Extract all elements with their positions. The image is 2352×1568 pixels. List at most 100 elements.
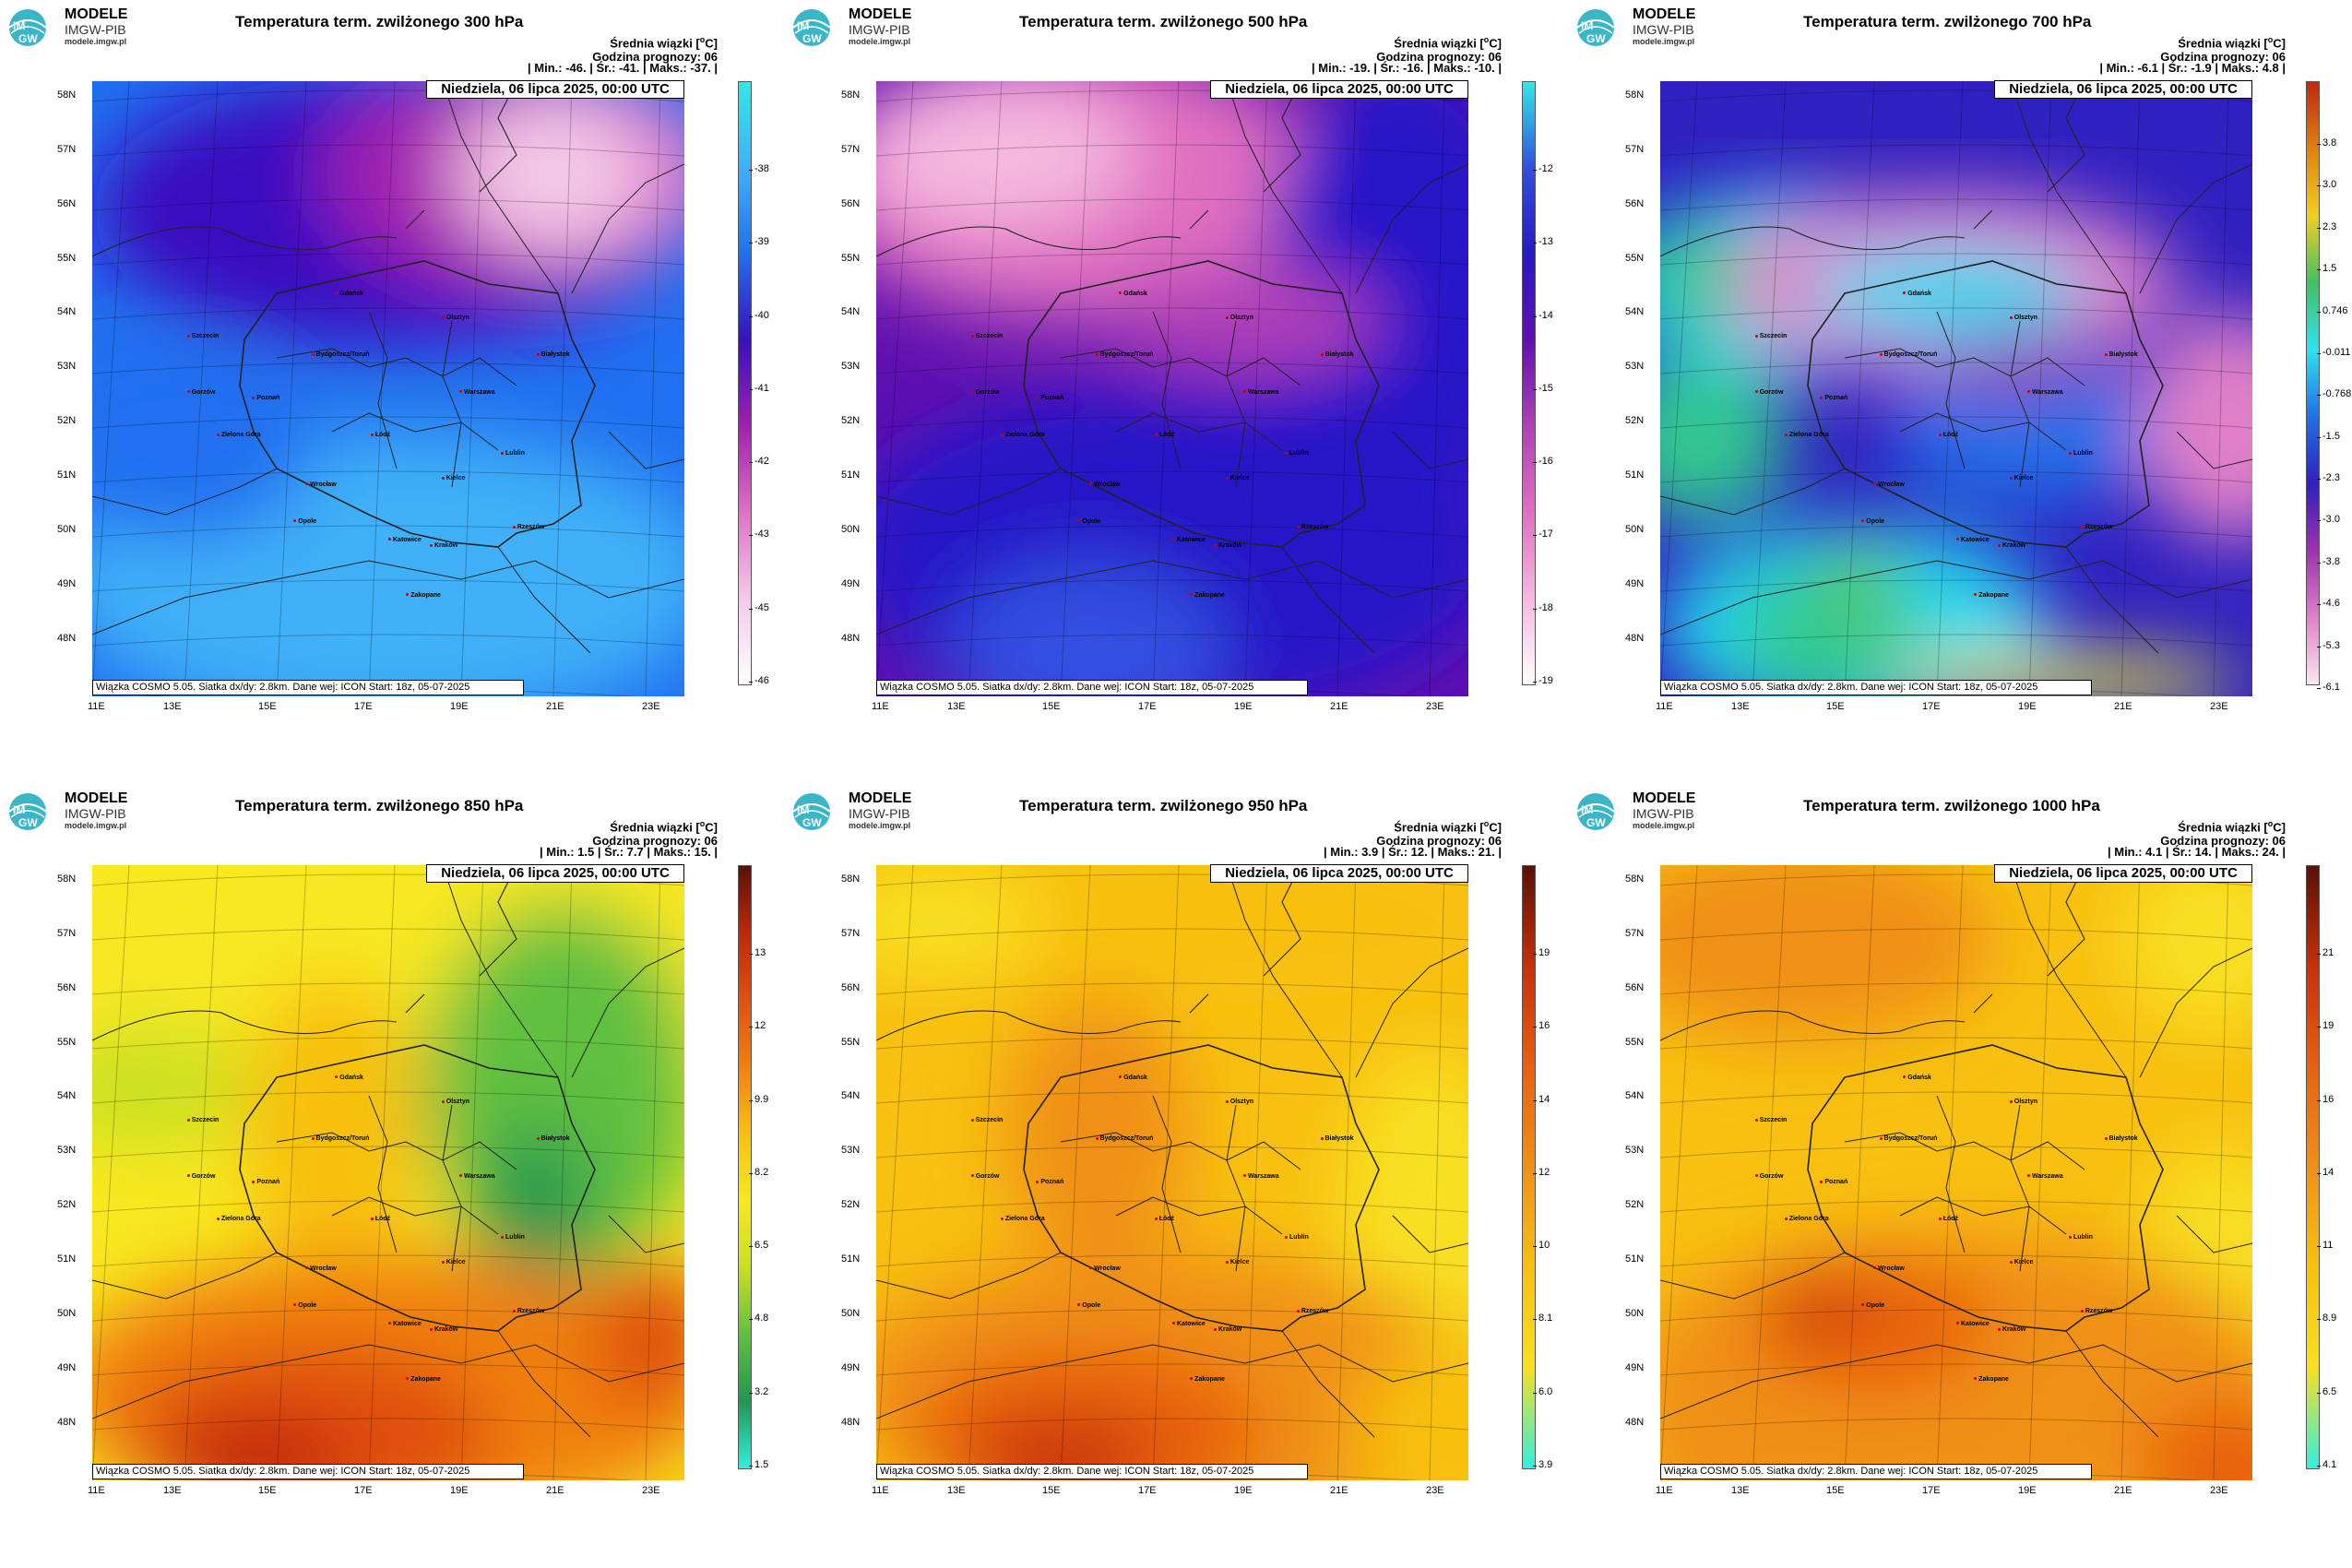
city-marker: Szczecin — [970, 1117, 1004, 1124]
city-dot — [2009, 476, 2013, 480]
colorbar-tick — [2317, 185, 2321, 187]
colorbar-tick-label: -38 — [754, 163, 769, 174]
city-label: Opole — [1082, 1301, 1101, 1309]
city-label: Szczecin — [975, 1117, 1004, 1124]
city-label: Zielona Góra — [1788, 1216, 1829, 1223]
city-marker: Kraków — [429, 1326, 457, 1333]
colorbar-tick-label: 19 — [2322, 1020, 2334, 1032]
city-label: Łódź — [1942, 1216, 1959, 1223]
city-dot — [2080, 525, 2084, 529]
city-dot — [335, 1075, 339, 1079]
lon-tick-label: 15E — [1042, 1485, 1061, 1496]
colorbar-tick-label: 19 — [1538, 947, 1550, 958]
lat-tick-label: 51N — [841, 469, 861, 481]
city-dot — [1089, 1266, 1093, 1270]
city-label: Gorzów — [975, 388, 1000, 396]
city-dot — [388, 538, 391, 541]
city-label: Poznań — [1040, 1179, 1064, 1186]
city-label: Szczecin — [975, 333, 1004, 340]
panel-title: Temperatura term. zwilżonego 1000 hPa — [1803, 797, 2100, 814]
brand-url: modele.imgw.pl — [65, 37, 127, 46]
city-label: Gdańsk — [1123, 1074, 1147, 1081]
map-area: Gdańsk Olsztyn Szczecin Bydgoszcz/Toruń Biał… — [92, 865, 684, 1480]
lat-tick-label: 50N — [1625, 1308, 1645, 1319]
lat-tick-label: 53N — [841, 361, 861, 372]
city-marker: Bydgoszcz/Toruń — [1095, 351, 1153, 358]
colorbar-tick — [1533, 1099, 1537, 1101]
city-label: Kielce — [2013, 1258, 2034, 1265]
city-marker: Katowice — [1172, 1321, 1206, 1327]
city-marker: Wrocław — [1089, 1265, 1121, 1272]
city-label: Zielona Góra — [1004, 1216, 1045, 1223]
city-label: Bydgoszcz/Toruń — [1883, 1135, 1938, 1143]
city-marker: Bydgoszcz/Toruń — [311, 351, 369, 358]
lat-tick-label: 56N — [841, 198, 861, 209]
city-marker: Rzeszów — [512, 524, 544, 530]
lon-tick-label: 17E — [354, 701, 373, 712]
city-marker: Kraków — [1213, 542, 1241, 549]
city-dot — [1000, 1217, 1004, 1220]
city-dot — [441, 316, 445, 320]
lon-tick-label: 21E — [546, 701, 564, 712]
lat-tick-label: 49N — [57, 578, 77, 589]
city-dot — [1284, 451, 1288, 455]
lon-tick-label: 15E — [1826, 1485, 1845, 1496]
map-panel: IM GW MODELE IMGW-PIB modele.imgw.pl Temperat… — [0, 0, 784, 784]
unit-tail: C] — [705, 36, 718, 51]
map-panel: IM GW MODELE IMGW-PIB modele.imgw.pl Temperat… — [784, 0, 1568, 784]
lon-tick-label: 21E — [2114, 1485, 2132, 1496]
city-dot — [1296, 525, 1300, 529]
colorbar-tick — [749, 1172, 753, 1174]
city-label: Olsztyn — [1229, 315, 1254, 322]
lat-tick-label: 58N — [841, 89, 861, 101]
lat-tick-label: 56N — [57, 982, 77, 993]
colorbar-tick-label: 8.9 — [2322, 1313, 2337, 1324]
city-label: Zielona Góra — [1788, 432, 1829, 439]
city-marker: Kielce — [441, 475, 465, 481]
city-label: Zielona Góra — [220, 1216, 261, 1223]
lon-tick-label: 23E — [642, 701, 660, 712]
city-dot — [1243, 1174, 1247, 1178]
city-marker: Łódź — [370, 432, 390, 438]
city-label: Łódź — [1158, 1216, 1175, 1223]
lon-tick-label: 17E — [1138, 701, 1157, 712]
colorbar-tick — [2317, 604, 2321, 606]
date-label: Niedziela, 06 lipca 2025, 00:00 UTC — [1210, 80, 1468, 99]
city-marker: Łódź — [1938, 432, 1958, 438]
colorbar-tick — [1533, 1392, 1537, 1394]
city-dot — [512, 1309, 516, 1313]
lat-tick-label: 58N — [1625, 89, 1645, 101]
city-marker: Wrocław — [305, 481, 337, 488]
lat-tick-label: 56N — [57, 198, 77, 209]
brand-line1: MODELE — [849, 6, 912, 22]
city-label: Gdańsk — [1907, 1074, 1931, 1081]
city-marker: Wrocław — [1089, 481, 1121, 488]
lon-tick-label: 15E — [258, 701, 277, 712]
imgw-logo: IM GW — [7, 7, 63, 48]
city-dot — [429, 1327, 433, 1331]
colorbar-tick-label: 16 — [2322, 1093, 2334, 1105]
colorbar-tick-label: 0.746 — [2322, 304, 2348, 316]
city-label: Katowice — [393, 536, 422, 543]
city-marker: Olsztyn — [1225, 1099, 1253, 1105]
svg-text:IM: IM — [797, 19, 809, 32]
city-dot — [1296, 1309, 1300, 1313]
brand-line2: IMGW-PIB — [1633, 22, 1694, 37]
lat-tick-label: 58N — [1625, 873, 1645, 885]
city-label: Zakopane — [410, 591, 441, 599]
mean-label-text: Średnia wiązki [ — [610, 820, 700, 835]
unit-tail: C] — [1489, 36, 1502, 51]
lat-tick-label: 54N — [57, 306, 77, 317]
city-dot — [1861, 1303, 1865, 1307]
city-marker: Białystok — [536, 1135, 570, 1142]
stats-line: | Min.: -46. | Śr.: -41. | Maks.: -37. | — [528, 61, 718, 75]
city-marker: Gdańsk — [1903, 291, 1931, 297]
city-label: Gorzów — [191, 1172, 216, 1180]
city-dot — [2104, 353, 2108, 357]
map-area: Gdańsk Olsztyn Szczecin Bydgoszcz/Toruń Biał… — [876, 81, 1468, 696]
city-dot — [1873, 482, 1877, 486]
unit-sup: o — [2267, 819, 2274, 828]
city-dot — [406, 593, 410, 597]
city-marker: Warszawa — [2027, 1173, 2063, 1180]
city-dot — [1938, 433, 1942, 436]
